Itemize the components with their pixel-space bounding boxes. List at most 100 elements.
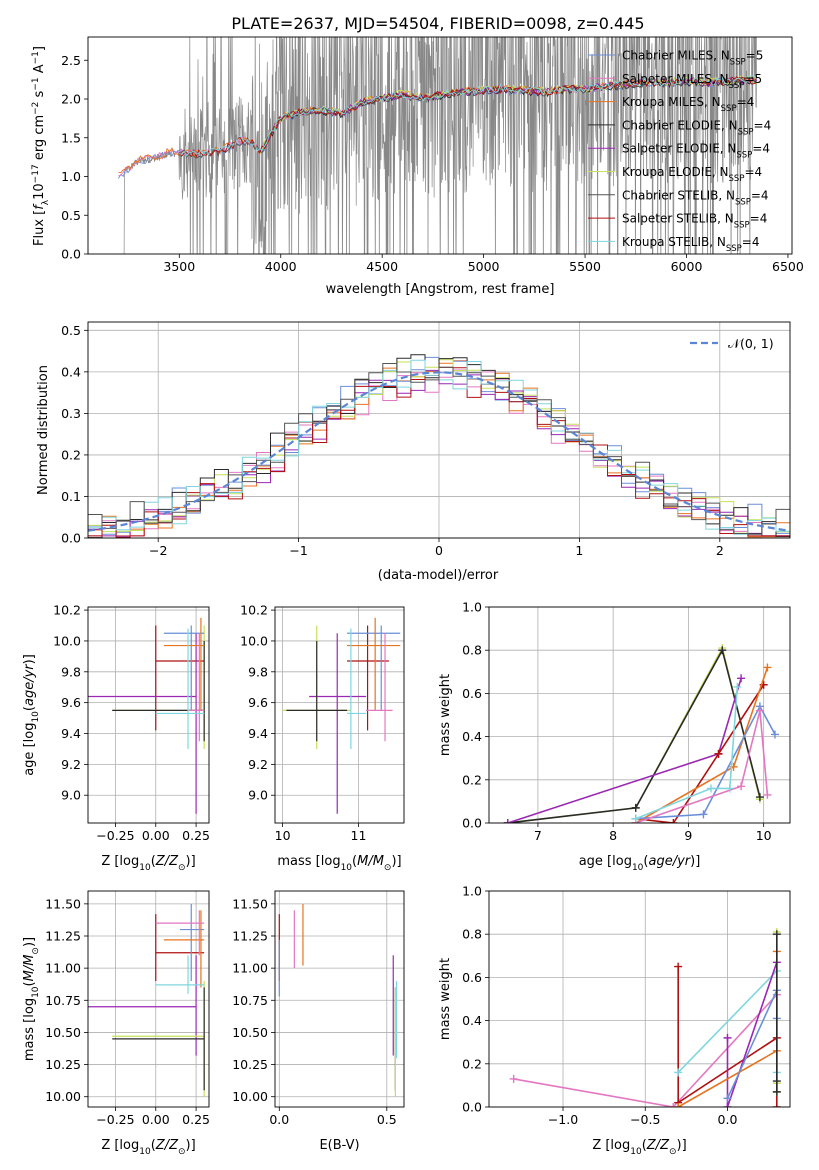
x-tick-label: 2 [716,543,724,558]
weight-marker-salpeter_miles [763,790,772,799]
weight-marker-chabrier_miles [699,810,708,819]
x-tick-label: 7 [534,828,542,843]
weight-marker-salpeter_elodie [723,1033,732,1042]
x-tick-label: 5500 [569,259,601,274]
y-tick-label: 0.0 [61,531,81,546]
weight-marker-chabrier_elodie [772,930,781,939]
y-tick-label: 0.0 [462,816,482,831]
x-tick-label: 4500 [366,259,398,274]
x-tick-label: 0.0 [269,1112,289,1127]
y-tick-label: 11.25 [45,929,81,944]
x-tick-label: 5000 [468,259,500,274]
y-axis-label: mass weight [438,958,453,1040]
weight-marker-chabrier_elodie [772,1087,781,1096]
y-tick-label: 1.5 [61,130,81,145]
model-line-kroupa_elodie [259,75,758,155]
y-tick-label: 10.50 [45,1025,81,1040]
y-tick-label: 10.0 [240,633,268,648]
y-tick-label: 9.2 [61,757,81,772]
y-tick-label: 9.6 [61,695,81,710]
x-tick-label: 3500 [163,259,195,274]
weight-line-chabrier_miles [726,990,778,1099]
x-axis-label: Z [log10(Z/Z⊙)] [592,1138,686,1157]
data-spectrum-line [118,37,757,254]
legend-entry: Kroupa STELIB, NSSP=4 [622,235,760,254]
x-tick-label: −0.25 [96,828,134,843]
weight-marker-kroupa_stelib [733,682,742,691]
y-tick-label: 11.00 [45,961,81,976]
histogram-chabrier_stelib [88,363,790,535]
y-tick-label: 9.0 [248,788,268,803]
model-line-kroupa_stelib [179,75,757,157]
panel-mass_vs_Z: −0.25 0.00 0.25 10.00 10.25 10.50 10.75 11.00 11… [22,890,210,1157]
y-axis-label: mass weight [438,674,453,756]
x-tick-label: 0.00 [142,828,170,843]
x-tick-label: −1 [289,543,307,558]
x-tick-label: 10 [275,828,291,843]
x-tick-label: −0.5 [630,1112,660,1127]
y-tick-label: 0.0 [462,1100,482,1115]
x-tick-label: 6000 [671,259,703,274]
y-tick-label: 9.4 [248,726,268,741]
weight-line-chabrier_miles [635,704,776,820]
x-axis-label: Z [log10(Z/Z⊙)] [101,854,195,873]
y-tick-label: 10.25 [45,1057,81,1072]
x-axis-label: Z [log10(Z/Z⊙)] [101,1138,195,1157]
legend-entry: Chabrier ELODIE, NSSP=4 [622,118,771,137]
x-tick-label: 4000 [265,259,297,274]
axes-frame [87,890,210,1108]
x-axis-label: age [log10(age/yr)] [579,854,701,873]
legend-entry: Kroupa ELODIE, NSSP=4 [622,165,762,184]
plot-area [88,354,790,538]
weight-marker-salpeter_stelib [714,749,723,758]
y-tick-label: 0.6 [462,686,482,701]
x-tick-label: 0 [435,543,443,558]
y-tick-label: 10.00 [45,1089,81,1104]
panel-weight_vs_age: 7 8 9 10 0.0 0.2 0.4 0.6 0.8 1.0 age [log10(age/yr… [438,600,791,873]
y-tick-label: 10.75 [232,993,268,1008]
y-axis-label: Flux [fλ10−17 erg cm−2 s−1 A−1] [31,46,51,246]
weight-line-kroupa_stelib [635,686,739,820]
weight-marker-salpeter_stelib [669,819,678,823]
x-tick-label: 0.5 [377,1112,397,1127]
y-tick-label: 0.5 [61,323,81,338]
weight-line-salpeter_stelib [635,684,765,823]
y-tick-label: 11.00 [232,961,268,976]
x-tick-label: −0.25 [96,1112,134,1127]
weight-marker-salpeter_stelib [674,962,683,971]
y-tick-label: 9.8 [248,664,268,679]
weight-marker-chabrier_miles [770,730,779,739]
x-axis-label: mass [log10(M/M⊙)] [277,854,401,873]
weight-marker-salpeter_elodie [503,819,512,823]
weight-marker-salpeter_elodie [723,1103,732,1107]
y-tick-label: 0.1 [61,489,81,504]
legend-entry: Salpeter MILES, NSSP=5 [622,72,762,91]
weight-marker-kroupa_stelib [725,784,734,793]
y-tick-label: 0.3 [61,406,81,421]
legend-entry: Chabrier STELIB, NSSP=4 [622,188,769,207]
y-tick-label: 1.0 [61,169,81,184]
weight-line-chabrier_elodie [507,648,761,823]
y-tick-label: 0.8 [462,927,482,942]
x-axis-label: E(B-V) [319,1138,359,1153]
weight-marker-chabrier_elodie [772,1077,781,1086]
panel-age_vs_mass: 10 11 9.0 9.2 9.4 9.6 9.8 10.0 10.2 mass [log10(M… [240,603,405,873]
normal-reference-curve [88,371,790,532]
y-tick-label: 0.8 [462,643,482,658]
weight-marker-salpeter_elodie [737,674,746,683]
x-tick-label: 6500 [772,259,804,274]
legend-entry: Salpeter STELIB, NSSP=4 [622,212,767,231]
y-tick-label: 11.25 [232,929,268,944]
y-tick-label: 2.5 [61,53,81,68]
weight-marker-salpeter_miles [755,706,764,715]
x-tick-label: 0.0 [718,1112,738,1127]
x-tick-label: −1.0 [548,1112,578,1127]
legend-entry: Salpeter ELODIE, NSSP=4 [622,142,770,161]
axes-frame [488,606,791,824]
plot-area [282,617,401,814]
weight-marker-salpeter_miles [509,1074,518,1083]
y-axis-label: Normed distribution [36,365,51,495]
plot-area [509,928,781,1107]
axes-frame [87,321,791,539]
legend-entry: Kroupa MILES, NSSP=4 [622,95,754,114]
